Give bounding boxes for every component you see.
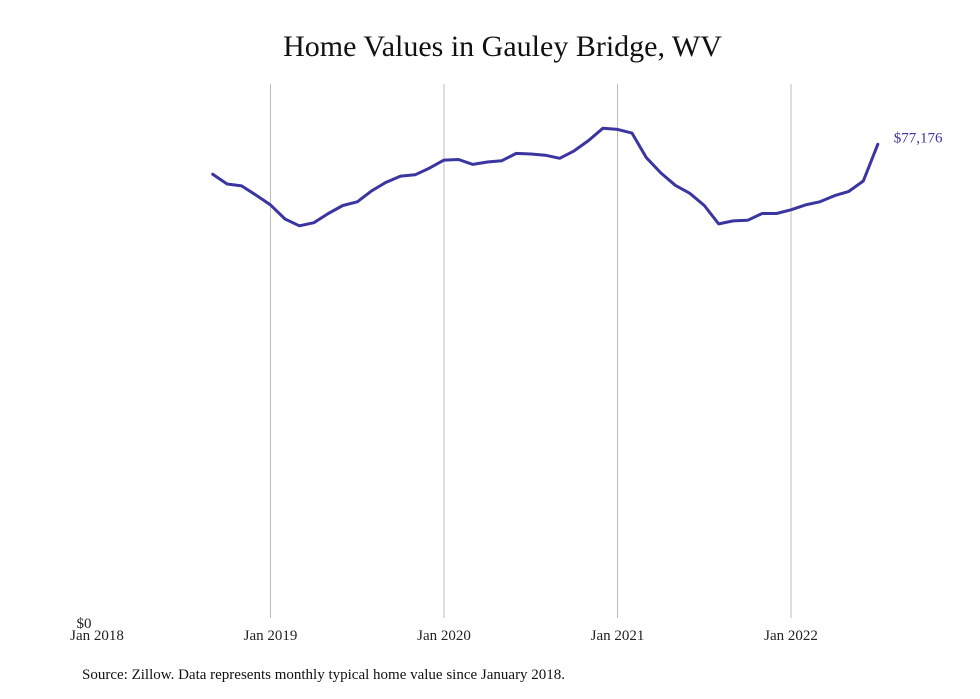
series-layer <box>211 126 880 228</box>
y-tick-label: $0 <box>77 616 92 632</box>
labels-layer: $77,176 <box>894 130 943 146</box>
x-axis: Jan 2018 Jan 2019 Jan 2020 Jan 2021 Jan 2022… <box>70 616 818 644</box>
source-note: Source: Zillow. Data represents monthly … <box>82 667 566 683</box>
x-tick-label: Jan 2018 <box>70 628 124 644</box>
end-value-label: $77,176 <box>894 130 943 146</box>
x-tick-label: Jan 2019 <box>244 628 298 644</box>
x-tick-label: Jan 2021 <box>591 628 645 644</box>
x-tick-label: Jan 2022 <box>764 628 818 644</box>
x-tick-label: Jan 2020 <box>417 628 471 644</box>
series-line <box>211 126 880 228</box>
chart-title: Home Values in Gauley Bridge, WV <box>283 30 722 63</box>
gridlines <box>270 84 792 618</box>
